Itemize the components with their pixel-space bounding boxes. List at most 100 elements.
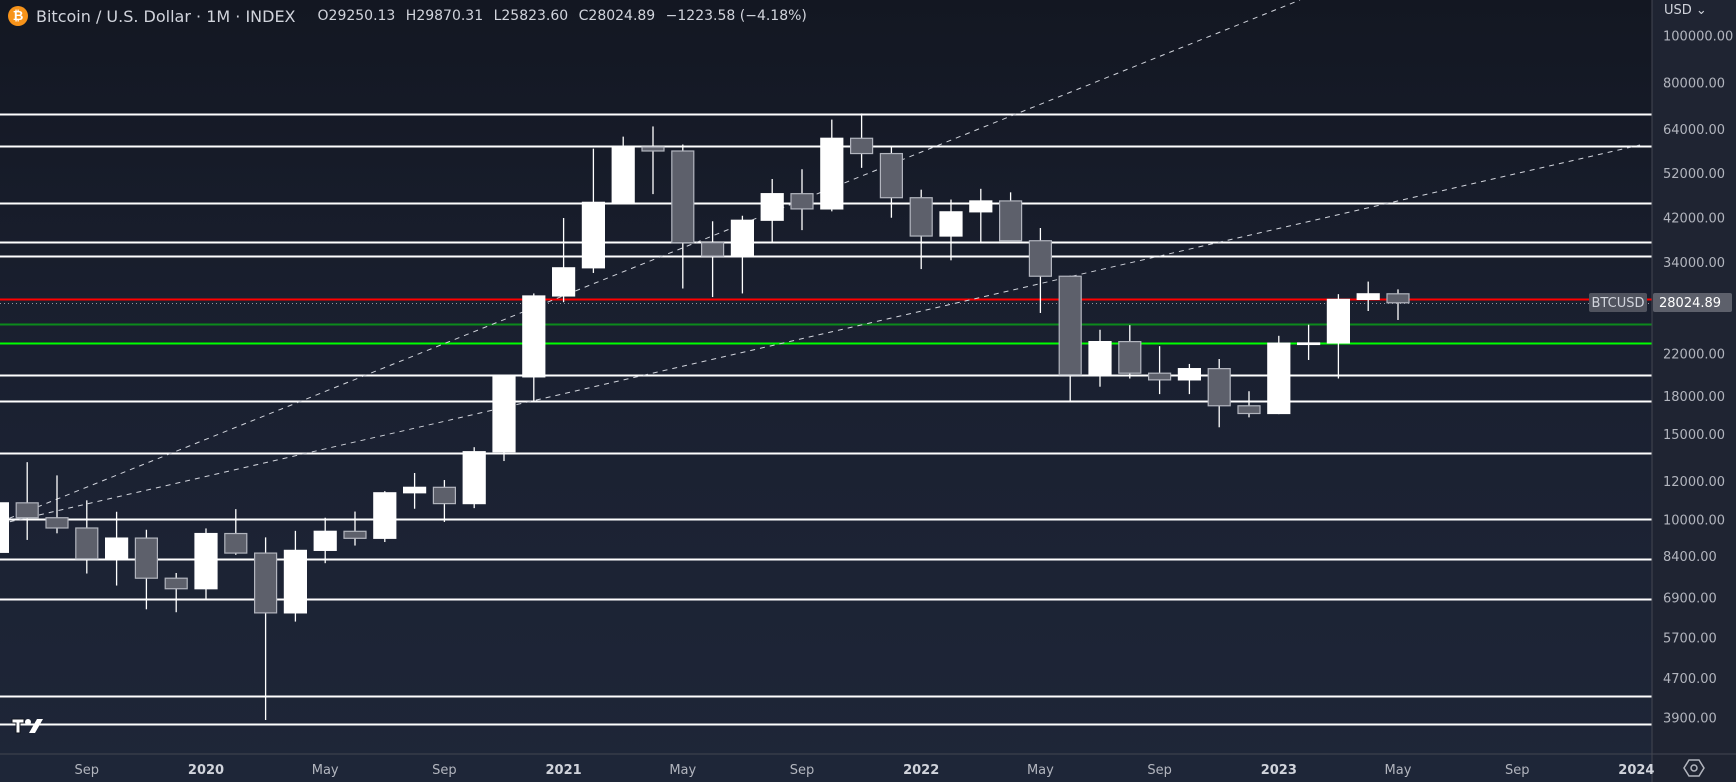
candle [820,119,844,212]
currency-dropdown[interactable]: USD ⌄ [1664,3,1707,18]
candle [254,537,278,721]
candle [581,148,606,273]
candle [1296,324,1321,360]
candle-body-down [164,577,188,590]
candle-body-down [15,502,39,519]
time-tick-label: May [1027,763,1054,778]
candle [134,529,158,610]
candle [15,462,39,540]
price-tick-label: 22000.00 [1663,348,1725,363]
price-tick-label: 8400.00 [1663,550,1717,565]
candle [1356,281,1380,312]
candle [1088,329,1112,387]
price-tick-label: 15000.00 [1663,428,1725,443]
candle-body-up [492,376,516,453]
candle [1386,289,1410,320]
settings-icon[interactable] [1683,758,1705,778]
candle-body-down [849,137,874,155]
candle-body-up [462,451,486,505]
candle [700,221,725,298]
candle-body-down [343,530,367,539]
currency-label: USD [1664,3,1692,18]
ohlc-values: O29250.13 H29870.31 L25823.60 C28024.89 … [318,8,813,24]
candle-body-down [134,537,158,579]
candle [1058,275,1082,401]
time-tick-label: Sep [1147,763,1172,778]
candle [1326,294,1351,379]
candle-body-up [1326,298,1351,344]
candle-body-down [879,152,904,199]
candle [849,113,874,168]
price-tick-label: 5700.00 [1663,632,1717,647]
time-tick-label: Sep [790,763,815,778]
candle [879,145,904,218]
time-tick-label: 2021 [546,763,582,778]
candle-body-down [1147,372,1172,381]
candle-body-up [1088,341,1112,376]
price-tick-label: 34000.00 [1663,256,1725,271]
candle-body-up [760,193,784,221]
candle [224,509,248,555]
candle [1118,325,1142,379]
candle-body-up [1267,342,1291,415]
time-tick-label: 2022 [903,763,939,778]
time-axis-labels[interactable]: Sep 2020 May Sep 2021 May Sep 2022 May Sep 2023 May… [75,763,1655,778]
time-tick-label: May [669,763,696,778]
candle-body-down [998,200,1023,242]
candle [75,500,99,574]
price-tick-label: 6900.00 [1663,591,1717,606]
candles [0,113,1410,721]
candle-body-up [373,492,397,539]
candle [671,144,695,289]
chevron-down-icon: ⌄ [1695,3,1707,18]
candle [909,189,933,270]
candle-body-down [1386,293,1410,304]
time-tick-label: May [312,763,339,778]
time-tick-label: May [1385,763,1412,778]
candle [432,480,456,522]
bitcoin-icon: ₿ [8,6,28,26]
candle [194,528,218,599]
candle-body-down [1207,368,1231,407]
candle-body-up [194,532,218,590]
candle-body-up [581,201,606,269]
time-tick-label: Sep [432,763,457,778]
candle-body-up [969,200,993,213]
candle-body-down [909,197,933,237]
candle-body-up [403,486,427,494]
candle [1267,335,1291,415]
trendline-lower[interactable] [0,144,1641,525]
candle-body-down [1118,341,1142,374]
candle-body-down [1028,240,1053,277]
candle-body-up [313,530,337,551]
candle [790,169,814,231]
last-price-tag: 28024.89 [1653,293,1732,312]
tradingview-logo-icon[interactable] [11,717,51,735]
price-tick-label: 42000.00 [1663,212,1725,227]
price-axis-labels: 100000.00 80000.00 64000.00 52000.00 42000.0… [1663,29,1733,726]
candle-body-up [283,549,307,614]
candle-body-up [1177,368,1202,381]
price-tick-label: 64000.00 [1663,123,1725,138]
legend-header: ₿ Bitcoin / U.S. Dollar · 1M · INDEX O29… [8,6,813,26]
price-axis[interactable] [1652,0,1736,782]
candle [45,475,69,534]
low-value: L25823.60 [493,8,569,24]
candle-body-down [45,517,69,529]
price-tick-label: 10000.00 [1663,513,1725,528]
symbol-title[interactable]: Bitcoin / U.S. Dollar · 1M · INDEX [36,6,296,26]
time-tick-label: 2020 [188,763,224,778]
price-tick-label: 12000.00 [1663,475,1725,490]
candle-body-down [224,532,248,554]
symbol-label: BTCUSD [1589,293,1647,312]
candle-body-up [551,267,576,297]
candle [641,126,665,195]
trendline-upper[interactable] [0,0,1301,523]
price-tick-label: 100000.00 [1663,29,1733,44]
candle-body-up [104,537,129,560]
candle-body-down [254,552,278,614]
horizontal-levels [0,113,1652,726]
symbol-label-text: BTCUSD [1592,296,1645,311]
candle [998,192,1023,242]
